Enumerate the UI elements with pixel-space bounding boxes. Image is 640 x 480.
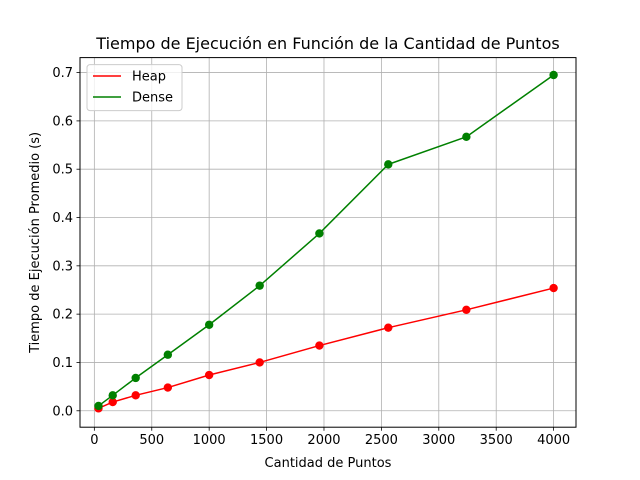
x-tick-label: 0 — [90, 433, 98, 448]
x-axis: 0 500 1000 1500 2000 2500 3000 3500 4000 — [90, 427, 570, 448]
grid — [80, 57, 576, 428]
x-tick-label: 500 — [139, 433, 164, 448]
data-point-dense — [163, 350, 173, 359]
y-tick-label: 0.0 — [52, 404, 73, 419]
data-point-dense — [315, 229, 324, 238]
plot-frame — [79, 57, 577, 428]
data-point-heap — [204, 370, 214, 380]
data-point-dense — [204, 320, 214, 329]
y-tick-label: 0.5 — [52, 163, 73, 178]
series-line-heap — [98, 287, 554, 410]
y-tick-label: 0.4 — [52, 211, 73, 226]
x-tick-label: 3500 — [480, 433, 513, 448]
data-point-dense — [462, 132, 471, 142]
data-point-dense — [549, 70, 558, 80]
x-axis-label: Cantidad de Puntos — [265, 456, 392, 471]
data-point-heap — [384, 323, 393, 332]
y-tick-label: 0.2 — [52, 308, 73, 323]
series-layer — [94, 70, 558, 413]
data-point-dense — [94, 401, 103, 411]
legend: Heap Dense — [86, 64, 183, 112]
x-tick-label: 1000 — [193, 433, 226, 448]
x-tick-label: 2500 — [365, 433, 398, 448]
data-point-heap — [108, 397, 117, 407]
y-tick-label: 0.7 — [52, 66, 73, 81]
data-point-dense — [131, 373, 140, 383]
series-line-dense — [98, 74, 555, 407]
x-tick-label: 4000 — [537, 433, 570, 448]
y-tick-label: 0.3 — [52, 259, 73, 274]
data-point-dense — [108, 391, 117, 400]
x-tick-label: 3000 — [422, 433, 455, 448]
data-point-heap — [163, 383, 173, 392]
y-axis: 0.0 0.1 0.2 0.3 0.4 0.5 0.6 0.7 — [52, 66, 80, 419]
x-tick-label: 2000 — [307, 433, 340, 448]
y-tick-label: 0.1 — [52, 356, 73, 371]
data-point-heap — [255, 358, 264, 367]
y-axis-label: Tiempo de Ejecución Promedio (s) — [28, 132, 43, 354]
data-point-dense — [384, 160, 393, 169]
legend-label-heap: Heap — [132, 70, 166, 85]
data-point-heap — [131, 391, 140, 400]
data-point-dense — [255, 281, 264, 290]
x-tick-label: 1500 — [250, 433, 283, 448]
series-dense — [94, 70, 558, 411]
data-point-heap — [462, 305, 471, 314]
chart-title: Tiempo de Ejecución en Función de la Can… — [95, 34, 559, 53]
data-point-heap — [549, 283, 558, 293]
data-point-heap — [315, 341, 324, 350]
legend-label-dense: Dense — [132, 91, 173, 106]
y-tick-label: 0.6 — [52, 114, 73, 129]
